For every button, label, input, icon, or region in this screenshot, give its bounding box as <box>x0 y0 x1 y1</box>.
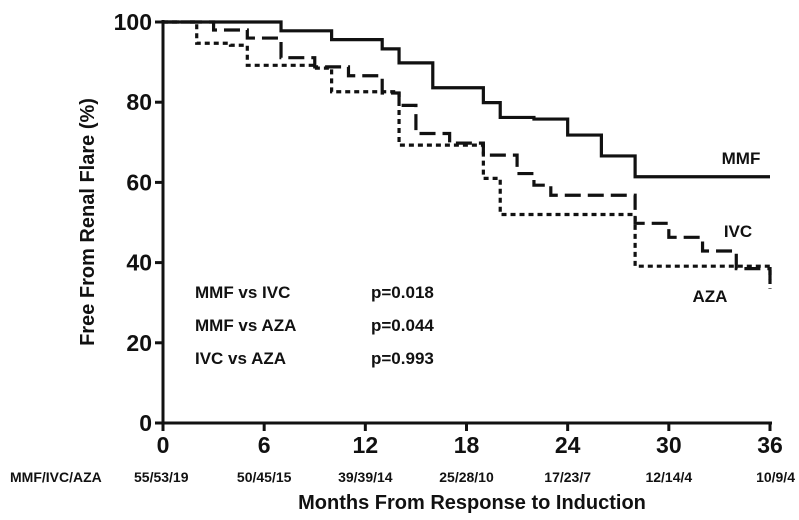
axes: 0 20 40 60 80 100 0 6 12 18 24 30 36 <box>114 9 783 458</box>
y-tick-label: 80 <box>126 89 152 115</box>
at-risk-value: 17/23/7 <box>544 469 591 485</box>
at-risk-label: MMF/IVC/AZA <box>10 469 102 485</box>
y-tick-label: 100 <box>114 9 152 35</box>
series-lines <box>163 20 772 289</box>
at-risk-value: 25/28/10 <box>439 469 494 485</box>
x-tick-label: 24 <box>555 432 581 458</box>
at-risk-value: 12/14/4 <box>645 469 692 485</box>
at-risk-value: 50/45/15 <box>237 469 292 485</box>
annotation-comparison: IVC vs AZA <box>195 349 286 368</box>
x-axis-title: Months From Response to Induction <box>298 492 646 514</box>
series-line-mmf <box>163 20 770 179</box>
series-labels: MMF IVC AZA <box>693 149 761 306</box>
x-tick-label: 36 <box>757 432 783 458</box>
x-tick-label: 12 <box>353 432 379 458</box>
annotation-p-value: p=0.018 <box>371 283 434 302</box>
at-risk-value: 39/39/14 <box>338 469 393 485</box>
y-tick-label: 20 <box>126 330 152 356</box>
annotation-p-value: p=0.044 <box>371 316 434 335</box>
annotation-p-value: p=0.993 <box>371 349 434 368</box>
y-tick-label: 60 <box>126 169 152 195</box>
series-line-ivc <box>163 20 772 280</box>
annotation-comparison: MMF vs AZA <box>195 316 296 335</box>
at-risk-value: 10/9/4 <box>756 469 795 485</box>
x-tick-label: 0 <box>157 432 170 458</box>
x-tick-label: 6 <box>258 432 271 458</box>
annotation-comparison: MMF vs IVC <box>195 283 290 302</box>
series-label-aza: AZA <box>693 287 728 306</box>
x-tick-label: 30 <box>656 432 682 458</box>
at-risk-row: MMF/IVC/AZA 55/53/19 50/45/15 39/39/14 25/28… <box>10 469 795 485</box>
y-tick-label: 0 <box>139 410 152 436</box>
series-label-ivc: IVC <box>724 222 752 241</box>
at-risk-value: 55/53/19 <box>134 469 189 485</box>
series-line-aza <box>163 20 772 289</box>
y-tick-label: 40 <box>126 250 152 276</box>
series-label-mmf: MMF <box>722 149 761 168</box>
p-value-annotations: MMF vs IVC p=0.018 MMF vs AZA p=0.044 IVC vs… <box>195 283 434 368</box>
x-tick-label: 18 <box>454 432 480 458</box>
y-axis-title: Free From Renal Flare (%) <box>77 98 99 346</box>
